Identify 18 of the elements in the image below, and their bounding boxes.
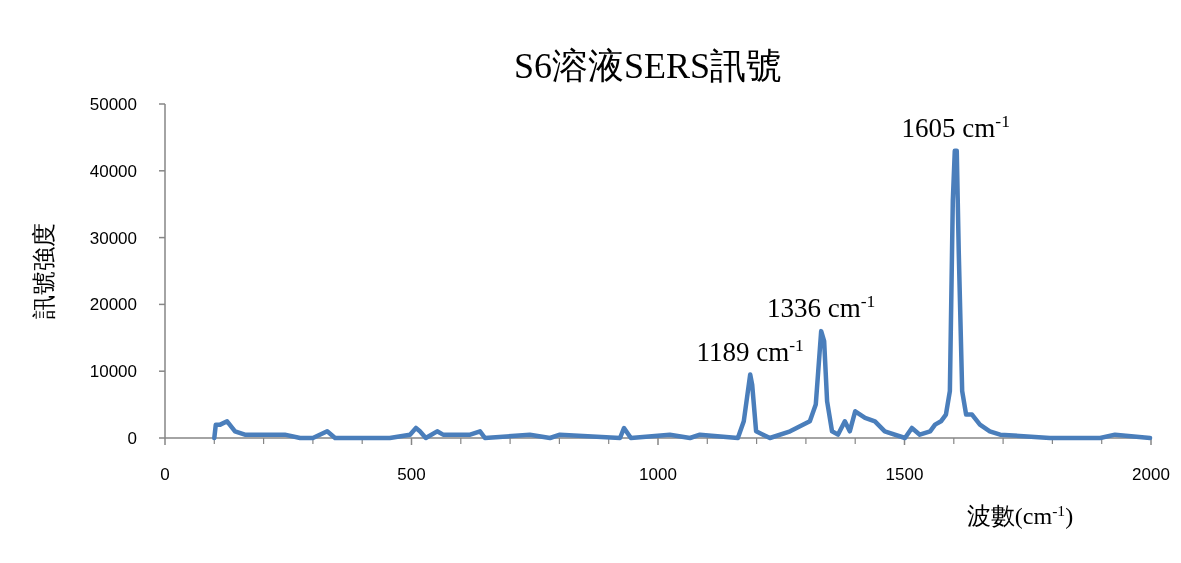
y-tick-label: 0 (127, 429, 137, 448)
y-tick-label: 10000 (89, 362, 137, 382)
y-tick-label: 40000 (89, 161, 137, 181)
x-tick-label: 500 (397, 465, 426, 484)
line-series (212, 148, 1153, 441)
y-tick-label: 30000 (89, 228, 137, 248)
annotation: 1189 cm$^{-1}$ (696, 334, 804, 367)
y-axis-title: 訊號強度 (30, 223, 57, 319)
x-tick-label: 2000 (1132, 465, 1170, 484)
x-axis-title: 波數(cm$^{-1}$) (966, 501, 1074, 529)
annotation: 1605 cm$^{-1}$ (901, 110, 1010, 143)
annotation: 1336 cm$^{-1}$ (767, 291, 876, 324)
x-tick-label: 1500 (885, 465, 924, 484)
y-tick-label: 50000 (89, 95, 137, 114)
y-tick-label: 20000 (89, 295, 137, 315)
chart-title: S6溶液SERS訊號 (513, 46, 783, 86)
x-tick-label: 1000 (639, 465, 677, 484)
x-tick-label: 0 (160, 465, 170, 484)
